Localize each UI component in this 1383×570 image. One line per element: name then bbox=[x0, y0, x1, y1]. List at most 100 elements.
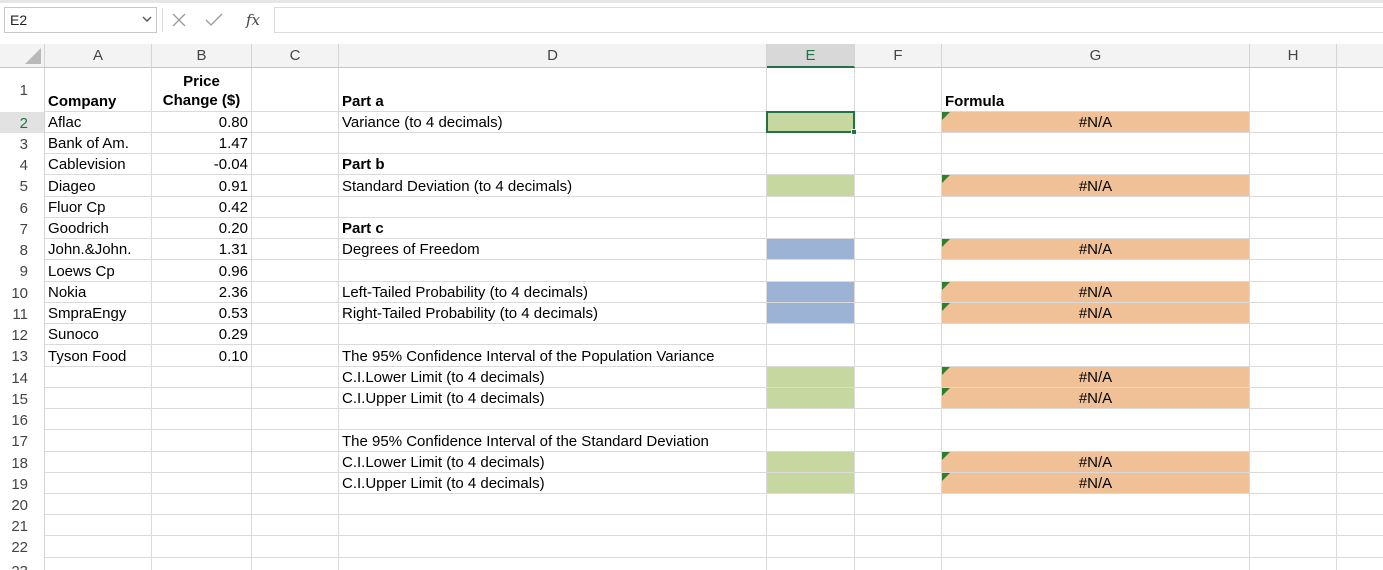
price-change[interactable]: 1.31 bbox=[152, 239, 252, 260]
cell[interactable] bbox=[942, 409, 1250, 430]
formula-result-g15[interactable]: #N/A bbox=[942, 388, 1250, 409]
cell[interactable] bbox=[1337, 282, 1383, 303]
cell[interactable] bbox=[339, 324, 767, 345]
cell[interactable] bbox=[1337, 133, 1383, 154]
answer-input-e15[interactable] bbox=[767, 388, 855, 409]
price-change[interactable]: 0.42 bbox=[152, 197, 252, 218]
cell[interactable] bbox=[45, 558, 152, 570]
answer-input-e11[interactable] bbox=[767, 303, 855, 324]
price-change[interactable]: 0.10 bbox=[152, 345, 252, 367]
cell[interactable] bbox=[767, 558, 855, 570]
company-name[interactable]: Goodrich bbox=[45, 218, 152, 239]
formula-result-g8[interactable]: #N/A bbox=[942, 239, 1250, 260]
formula-result-g18[interactable]: #N/A bbox=[942, 452, 1250, 473]
cell[interactable] bbox=[1337, 324, 1383, 345]
row-header-23[interactable]: 23 bbox=[0, 558, 45, 570]
cell[interactable] bbox=[942, 515, 1250, 536]
formula-result-g10[interactable]: #N/A bbox=[942, 282, 1250, 303]
cell[interactable] bbox=[152, 430, 252, 452]
cell[interactable] bbox=[252, 68, 339, 112]
cell[interactable] bbox=[855, 388, 942, 409]
cell[interactable] bbox=[252, 239, 339, 260]
cell[interactable] bbox=[855, 197, 942, 218]
formula-result-g14[interactable]: #N/A bbox=[942, 367, 1250, 388]
row-header-9[interactable]: 9 bbox=[0, 260, 45, 282]
label-ci-sd-upper[interactable]: C.I.Upper Limit (to 4 decimals) bbox=[339, 473, 767, 494]
label-std-dev[interactable]: Standard Deviation (to 4 decimals) bbox=[339, 175, 767, 197]
cell[interactable] bbox=[339, 197, 767, 218]
cell[interactable] bbox=[45, 494, 152, 515]
cell[interactable] bbox=[1250, 473, 1337, 494]
cell[interactable] bbox=[252, 112, 339, 133]
cell[interactable] bbox=[252, 367, 339, 388]
row-header-3[interactable]: 3 bbox=[0, 133, 45, 154]
company-name[interactable]: Cablevision bbox=[45, 154, 152, 175]
row-header-17[interactable]: 17 bbox=[0, 430, 45, 452]
row-header-6[interactable]: 6 bbox=[0, 197, 45, 218]
cell[interactable] bbox=[855, 175, 942, 197]
column-header-e[interactable]: E bbox=[767, 44, 855, 68]
cell[interactable] bbox=[339, 409, 767, 430]
row-header-19[interactable]: 19 bbox=[0, 473, 45, 494]
header-formula[interactable]: Formula bbox=[942, 68, 1250, 112]
answer-input-e10[interactable] bbox=[767, 282, 855, 303]
cell[interactable] bbox=[339, 494, 767, 515]
cell[interactable] bbox=[767, 68, 855, 112]
cell[interactable] bbox=[1337, 430, 1383, 452]
price-change[interactable]: 0.96 bbox=[152, 260, 252, 282]
cell[interactable] bbox=[45, 367, 152, 388]
cell[interactable] bbox=[1337, 409, 1383, 430]
cell[interactable] bbox=[45, 536, 152, 558]
price-change[interactable]: 1.47 bbox=[152, 133, 252, 154]
cell[interactable] bbox=[1337, 175, 1383, 197]
cell[interactable] bbox=[1250, 409, 1337, 430]
cell[interactable] bbox=[942, 536, 1250, 558]
cell[interactable] bbox=[1250, 558, 1337, 570]
column-header-g[interactable]: G bbox=[942, 44, 1250, 68]
cell[interactable] bbox=[1337, 112, 1383, 133]
cell[interactable] bbox=[1337, 536, 1383, 558]
cell[interactable] bbox=[767, 133, 855, 154]
cell[interactable] bbox=[855, 345, 942, 367]
cell[interactable] bbox=[1337, 388, 1383, 409]
cell[interactable] bbox=[45, 388, 152, 409]
cell[interactable] bbox=[942, 430, 1250, 452]
cell[interactable] bbox=[252, 558, 339, 570]
cell[interactable] bbox=[942, 260, 1250, 282]
cell[interactable] bbox=[152, 452, 252, 473]
cell[interactable] bbox=[855, 218, 942, 239]
answer-input-e8[interactable] bbox=[767, 239, 855, 260]
cell[interactable] bbox=[1250, 345, 1337, 367]
cell[interactable] bbox=[855, 558, 942, 570]
cell[interactable] bbox=[855, 324, 942, 345]
cell[interactable] bbox=[855, 282, 942, 303]
cell[interactable] bbox=[1250, 536, 1337, 558]
cell[interactable] bbox=[152, 388, 252, 409]
answer-input-e14[interactable] bbox=[767, 367, 855, 388]
cell[interactable] bbox=[767, 260, 855, 282]
cell[interactable] bbox=[152, 494, 252, 515]
answer-input-e5[interactable] bbox=[767, 175, 855, 197]
cell[interactable] bbox=[252, 175, 339, 197]
company-name[interactable]: Fluor Cp bbox=[45, 197, 152, 218]
cell[interactable] bbox=[339, 133, 767, 154]
cell[interactable] bbox=[1337, 218, 1383, 239]
column-header-b[interactable]: B bbox=[152, 44, 252, 68]
formula-result-g2[interactable]: #N/A bbox=[942, 112, 1250, 133]
cell[interactable] bbox=[942, 218, 1250, 239]
label-ci-var-title[interactable]: The 95% Confidence Interval of the Popul… bbox=[339, 345, 767, 367]
row-header-8[interactable]: 8 bbox=[0, 239, 45, 260]
name-box[interactable]: E2 bbox=[4, 7, 157, 33]
cell[interactable] bbox=[942, 133, 1250, 154]
cell[interactable] bbox=[252, 133, 339, 154]
label-ci-sd-lower[interactable]: C.I.Lower Limit (to 4 decimals) bbox=[339, 452, 767, 473]
price-change[interactable]: 0.20 bbox=[152, 218, 252, 239]
label-right-tail[interactable]: Right-Tailed Probability (to 4 decimals) bbox=[339, 303, 767, 324]
cell[interactable] bbox=[1337, 558, 1383, 570]
cell[interactable] bbox=[942, 345, 1250, 367]
column-header-i[interactable]: I bbox=[1337, 44, 1383, 68]
cell[interactable] bbox=[252, 494, 339, 515]
cell[interactable] bbox=[252, 388, 339, 409]
cell[interactable] bbox=[252, 409, 339, 430]
cell[interactable] bbox=[1250, 260, 1337, 282]
